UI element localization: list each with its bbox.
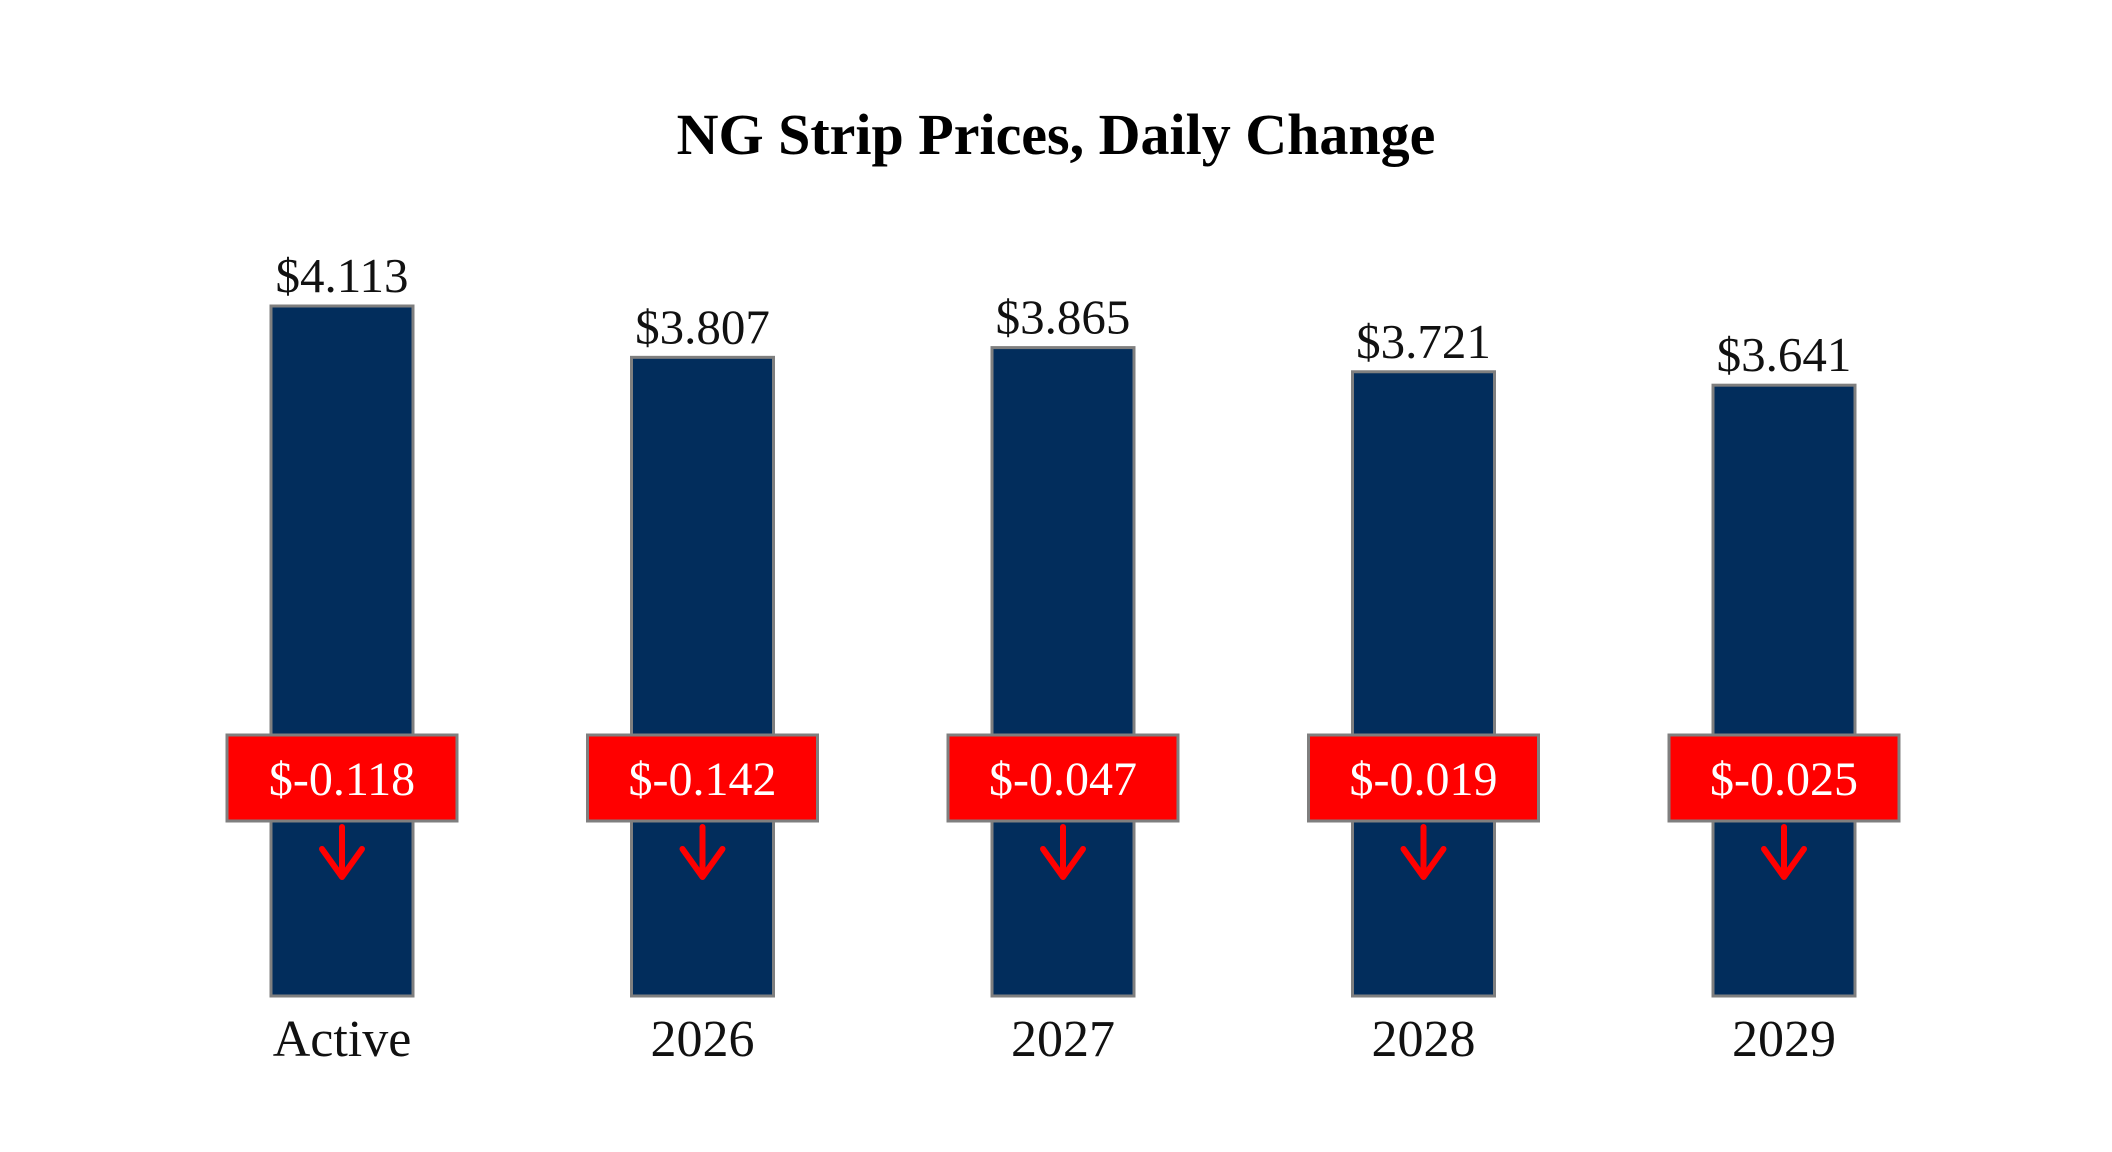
value-label: $3.865 — [996, 290, 1131, 345]
change-label: $-0.025 — [1710, 753, 1858, 806]
arrow-head — [319, 846, 365, 880]
change-label: $-0.142 — [629, 753, 777, 806]
bar-group: $3.865 $-0.047 2027 — [946, 290, 1180, 1068]
bar-group: $3.807 $-0.142 2026 — [586, 299, 819, 1068]
bar-group: $3.641 $-0.025 2029 — [1667, 327, 1901, 1068]
down-arrow-icon — [1761, 824, 1807, 880]
change-box — [1667, 733, 1901, 823]
arrow-head — [1761, 846, 1807, 880]
value-label: $3.721 — [1356, 314, 1491, 369]
value-label: $4.113 — [276, 248, 409, 303]
bar — [990, 346, 1136, 998]
change-label: $-0.019 — [1350, 753, 1498, 806]
change-box — [1307, 733, 1540, 823]
category-label: Active — [273, 1011, 412, 1068]
category-label: 2029 — [1732, 1011, 1836, 1068]
bar-group: $4.113 $-0.118 Active — [225, 248, 459, 1068]
bar — [269, 304, 415, 998]
change-box — [586, 733, 819, 823]
bar-group: $3.721 $-0.019 2028 — [1307, 314, 1540, 1068]
change-label: $-0.118 — [269, 753, 415, 806]
chart-title: NG Strip Prices, Daily Change — [677, 102, 1436, 167]
bar — [1351, 370, 1496, 998]
bar — [630, 355, 775, 998]
change-box — [946, 733, 1180, 823]
category-label: 2026 — [651, 1011, 755, 1068]
arrow-head — [1400, 846, 1447, 880]
value-label: $3.807 — [635, 299, 770, 354]
value-label: $3.641 — [1717, 327, 1852, 382]
down-arrow-icon — [319, 824, 365, 880]
down-arrow-icon — [679, 824, 726, 880]
change-label: $-0.047 — [989, 753, 1137, 806]
bars-layer: $4.113$-0.118Active$3.807$-0.1422026$3.8… — [225, 248, 1901, 1068]
bar — [1711, 383, 1857, 998]
down-arrow-icon — [1040, 824, 1086, 880]
category-label: 2027 — [1011, 1011, 1115, 1068]
arrow-head — [1040, 846, 1086, 880]
change-box — [225, 733, 459, 823]
down-arrow-icon — [1400, 824, 1447, 880]
arrow-head — [679, 846, 726, 880]
category-label: 2028 — [1372, 1011, 1476, 1068]
